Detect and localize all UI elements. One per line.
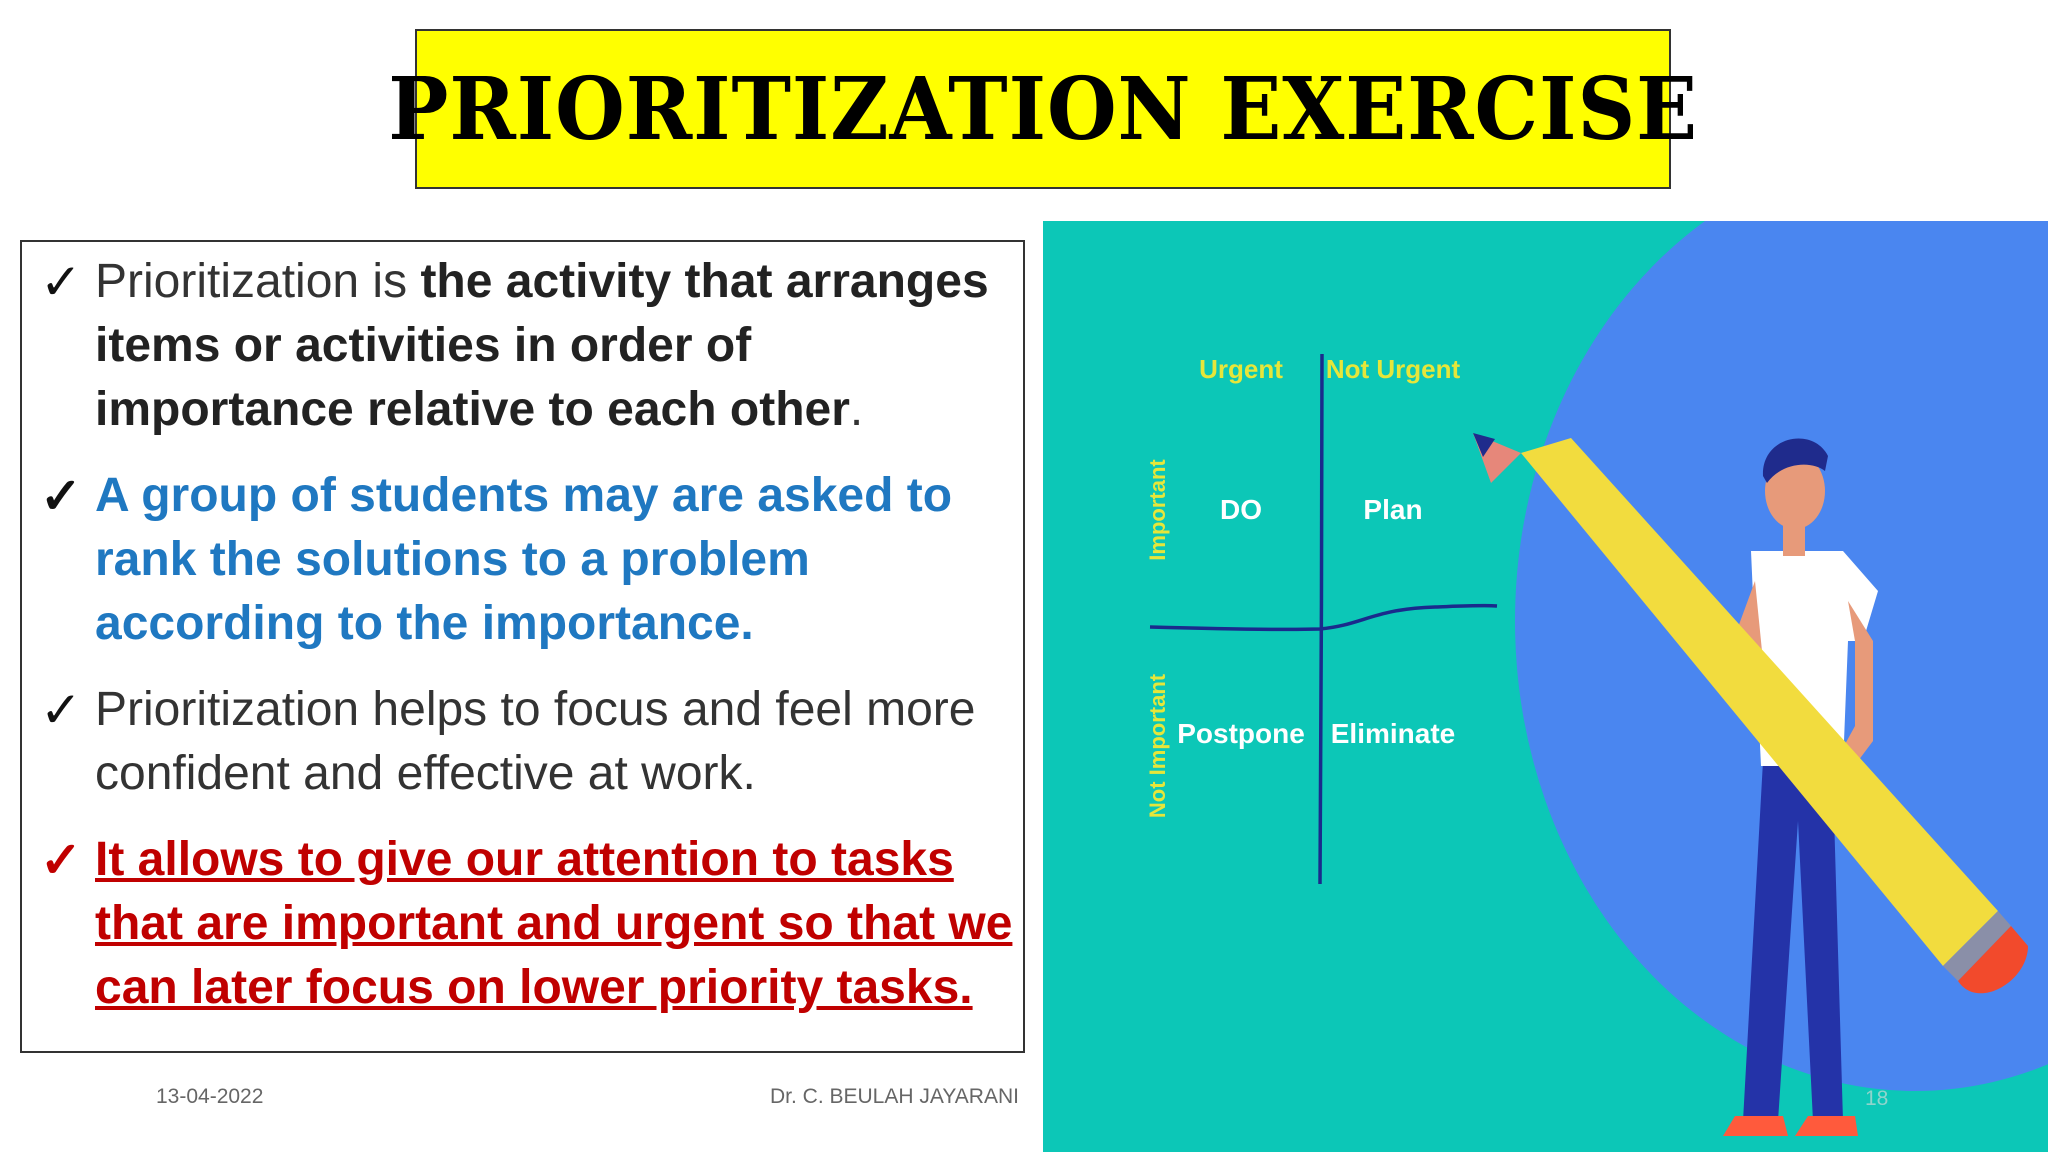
matrix-vertical-axis [1318, 353, 1324, 885]
priority-matrix-illustration: Urgent Not Urgent Important Not Importan… [1043, 221, 2048, 1152]
bullet-point-3: ✓ Prioritization helps to focus and feel… [40, 678, 1013, 806]
quadrant-eliminate: Eliminate [1331, 718, 1455, 749]
matrix-horizontal-axis [1149, 603, 1498, 632]
check-icon: ✓ [40, 832, 82, 888]
bullet-point-1: ✓ Prioritization is the activity that ar… [40, 250, 1013, 442]
check-icon: ✓ [40, 254, 82, 310]
bullet-point-2: ✓ A group of students may are asked to r… [40, 464, 1013, 656]
label-not-important: Not Important [1145, 673, 1170, 818]
giant-pencil-icon [1473, 433, 2028, 994]
slide-title: PRIORITIZATION EXERCISE [388, 58, 1698, 160]
content-box: ✓ Prioritization is the activity that ar… [20, 240, 1025, 1053]
label-important: Important [1145, 459, 1170, 561]
label-urgent: Urgent [1199, 354, 1283, 384]
check-icon: ✓ [40, 468, 82, 524]
bullet-point-4: ✓ It allows to give our attention to tas… [40, 828, 1013, 1020]
page-number: 18 [1865, 1087, 1889, 1110]
illustration-svg: Urgent Not Urgent Important Not Importan… [1043, 221, 2048, 1152]
footer-date: 13-04-2022 [156, 1085, 264, 1108]
point-1-tail: . [849, 383, 864, 436]
point-4-text: It allows to give our attention to tasks… [95, 833, 1013, 1014]
footer-author: Dr. C. BEULAH JAYARANI [770, 1085, 1019, 1108]
point-3-text: Prioritization helps to focus and feel m… [95, 683, 976, 800]
check-icon: ✓ [40, 682, 82, 738]
quadrant-plan: Plan [1363, 494, 1422, 525]
title-banner: PRIORITIZATION EXERCISE [388, 29, 1697, 189]
quadrant-do: DO [1220, 494, 1262, 525]
label-not-urgent: Not Urgent [1326, 354, 1461, 384]
point-1-lead: Prioritization is [95, 255, 421, 308]
point-1-bold: the activity that arranges items or acti… [95, 255, 989, 436]
quadrant-postpone: Postpone [1177, 718, 1305, 749]
point-2-text: A group of students may are asked to ran… [95, 469, 953, 650]
